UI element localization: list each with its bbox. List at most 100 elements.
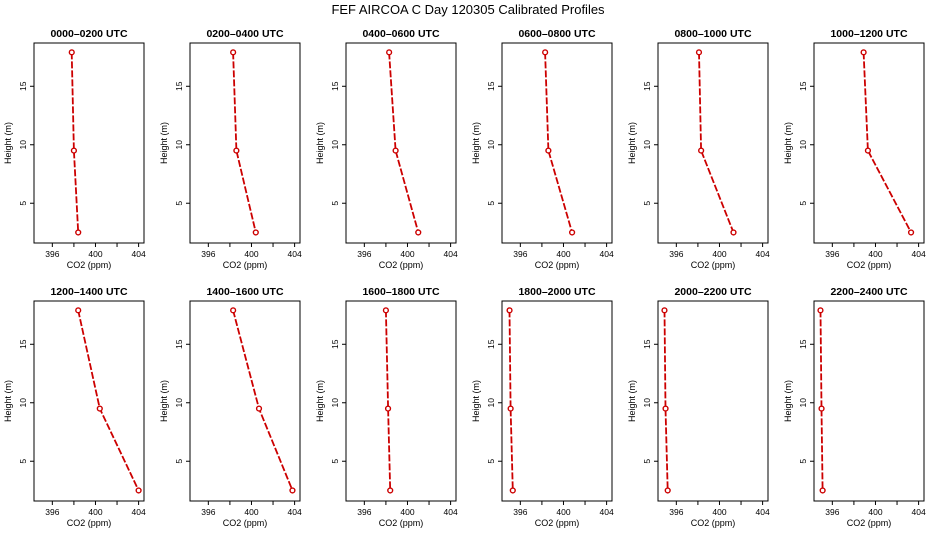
plot-frame [33,42,145,244]
plot-frame [189,300,301,502]
profile-line [232,52,257,233]
x-tick-label: 400 [244,507,258,517]
x-tick-label: 396 [825,507,839,517]
y-tick-label: 5 [642,459,652,464]
profile-point [230,307,237,314]
y-tick-label: 15 [174,339,184,349]
x-tick-label: 400 [712,249,726,259]
profile-point [860,49,867,56]
plot-frame [657,300,769,502]
y-tick-label: 5 [18,201,28,206]
x-axis-label: CO2 (ppm) [847,260,892,270]
x-tick-label: 396 [669,249,683,259]
y-axis-label: Height (m) [471,122,481,164]
x-tick-label: 396 [357,249,371,259]
y-tick-label: 10 [798,140,808,150]
y-tick-label: 5 [642,201,652,206]
y-tick-label: 5 [330,459,340,464]
plot-frame [657,42,769,244]
panel-title: 0000–0200 UTC [50,28,127,40]
plot-frame [501,300,613,502]
profile-line [544,52,573,233]
profile-line [77,310,140,491]
x-tick-label: 404 [912,249,926,259]
profile-point [817,307,824,314]
y-tick-label: 10 [642,398,652,408]
profile-point [506,307,513,314]
panel: 0000–0200 UTC 396 400 404 5 10 15 CO2 (ppm) Heig… [3,28,146,270]
x-tick-label: 396 [45,507,59,517]
panel: 2200–2400 UTC 396 400 404 5 10 15 CO2 (ppm) Heig… [783,286,926,528]
panel-title: 1600–1800 UTC [362,286,439,298]
y-tick-label: 10 [798,398,808,408]
x-tick-label: 400 [556,249,570,259]
profile-line [385,310,392,491]
x-tick-label: 404 [756,249,770,259]
x-axis-label: CO2 (ppm) [67,260,112,270]
profile-point [542,49,549,56]
panels-group: 0000–0200 UTC 396 400 404 5 10 15 CO2 (ppm) Heig… [3,28,926,528]
profile-point [819,487,826,494]
y-axis-label: Height (m) [783,380,793,422]
y-tick-label: 15 [18,339,28,349]
y-tick-label: 10 [174,398,184,408]
y-axis-label: Height (m) [315,380,325,422]
y-tick-label: 5 [486,459,496,464]
y-axis-label: Height (m) [159,122,169,164]
y-tick-label: 10 [18,140,28,150]
figure-title: FEF AIRCOA C Day 120305 Calibrated Profi… [331,2,605,17]
profile-point [507,405,514,412]
panel-title: 0600–0800 UTC [518,28,595,40]
panel: 1600–1800 UTC 396 400 404 5 10 15 CO2 (ppm) Heig… [315,286,458,528]
y-axis-label: Height (m) [315,122,325,164]
panel-title: 1200–1400 UTC [50,286,127,298]
y-tick-label: 10 [330,398,340,408]
profile-point [387,487,394,494]
x-axis-label: CO2 (ppm) [691,260,736,270]
profile-point [907,229,915,236]
plot-frame [813,300,925,502]
plot-frame [345,42,457,244]
panel-title: 0200–0400 UTC [206,28,283,40]
x-tick-label: 396 [357,507,371,517]
panel-title: 2000–2200 UTC [674,286,751,298]
panel-title: 1800–2000 UTC [518,286,595,298]
y-tick-label: 15 [486,339,496,349]
panel: 1800–2000 UTC 396 400 404 5 10 15 CO2 (ppm) Heig… [471,286,614,528]
x-tick-label: 404 [756,507,770,517]
x-tick-label: 400 [556,507,570,517]
y-tick-label: 5 [486,201,496,206]
profile-point [289,487,296,494]
x-axis-label: CO2 (ppm) [67,518,112,528]
x-tick-label: 396 [45,249,59,259]
x-axis-label: CO2 (ppm) [379,260,424,270]
profile-point [386,49,393,56]
profile-line [388,52,420,233]
profile-point [135,487,142,494]
profile-point [568,229,576,236]
panel: 1000–1200 UTC 396 400 404 5 10 15 CO2 (ppm) Heig… [783,28,926,270]
x-axis-label: CO2 (ppm) [223,518,268,528]
profile-point [864,147,872,154]
plot-frame [501,42,613,244]
y-tick-label: 5 [174,459,184,464]
profile-line [508,310,514,491]
y-axis-label: Height (m) [627,380,637,422]
x-tick-label: 404 [600,249,614,259]
x-tick-label: 404 [444,507,458,517]
x-tick-label: 400 [400,507,414,517]
y-tick-label: 5 [174,201,184,206]
profile-line [70,52,80,233]
profile-point [68,49,75,56]
x-tick-label: 404 [444,249,458,259]
profile-point [384,405,392,412]
y-tick-label: 15 [642,339,652,349]
y-tick-label: 15 [798,81,808,91]
profile-point [70,147,78,154]
profile-point [662,405,669,412]
y-tick-label: 15 [330,339,340,349]
plot-frame [813,42,925,244]
x-tick-label: 404 [288,249,302,259]
x-axis-label: CO2 (ppm) [691,518,736,528]
